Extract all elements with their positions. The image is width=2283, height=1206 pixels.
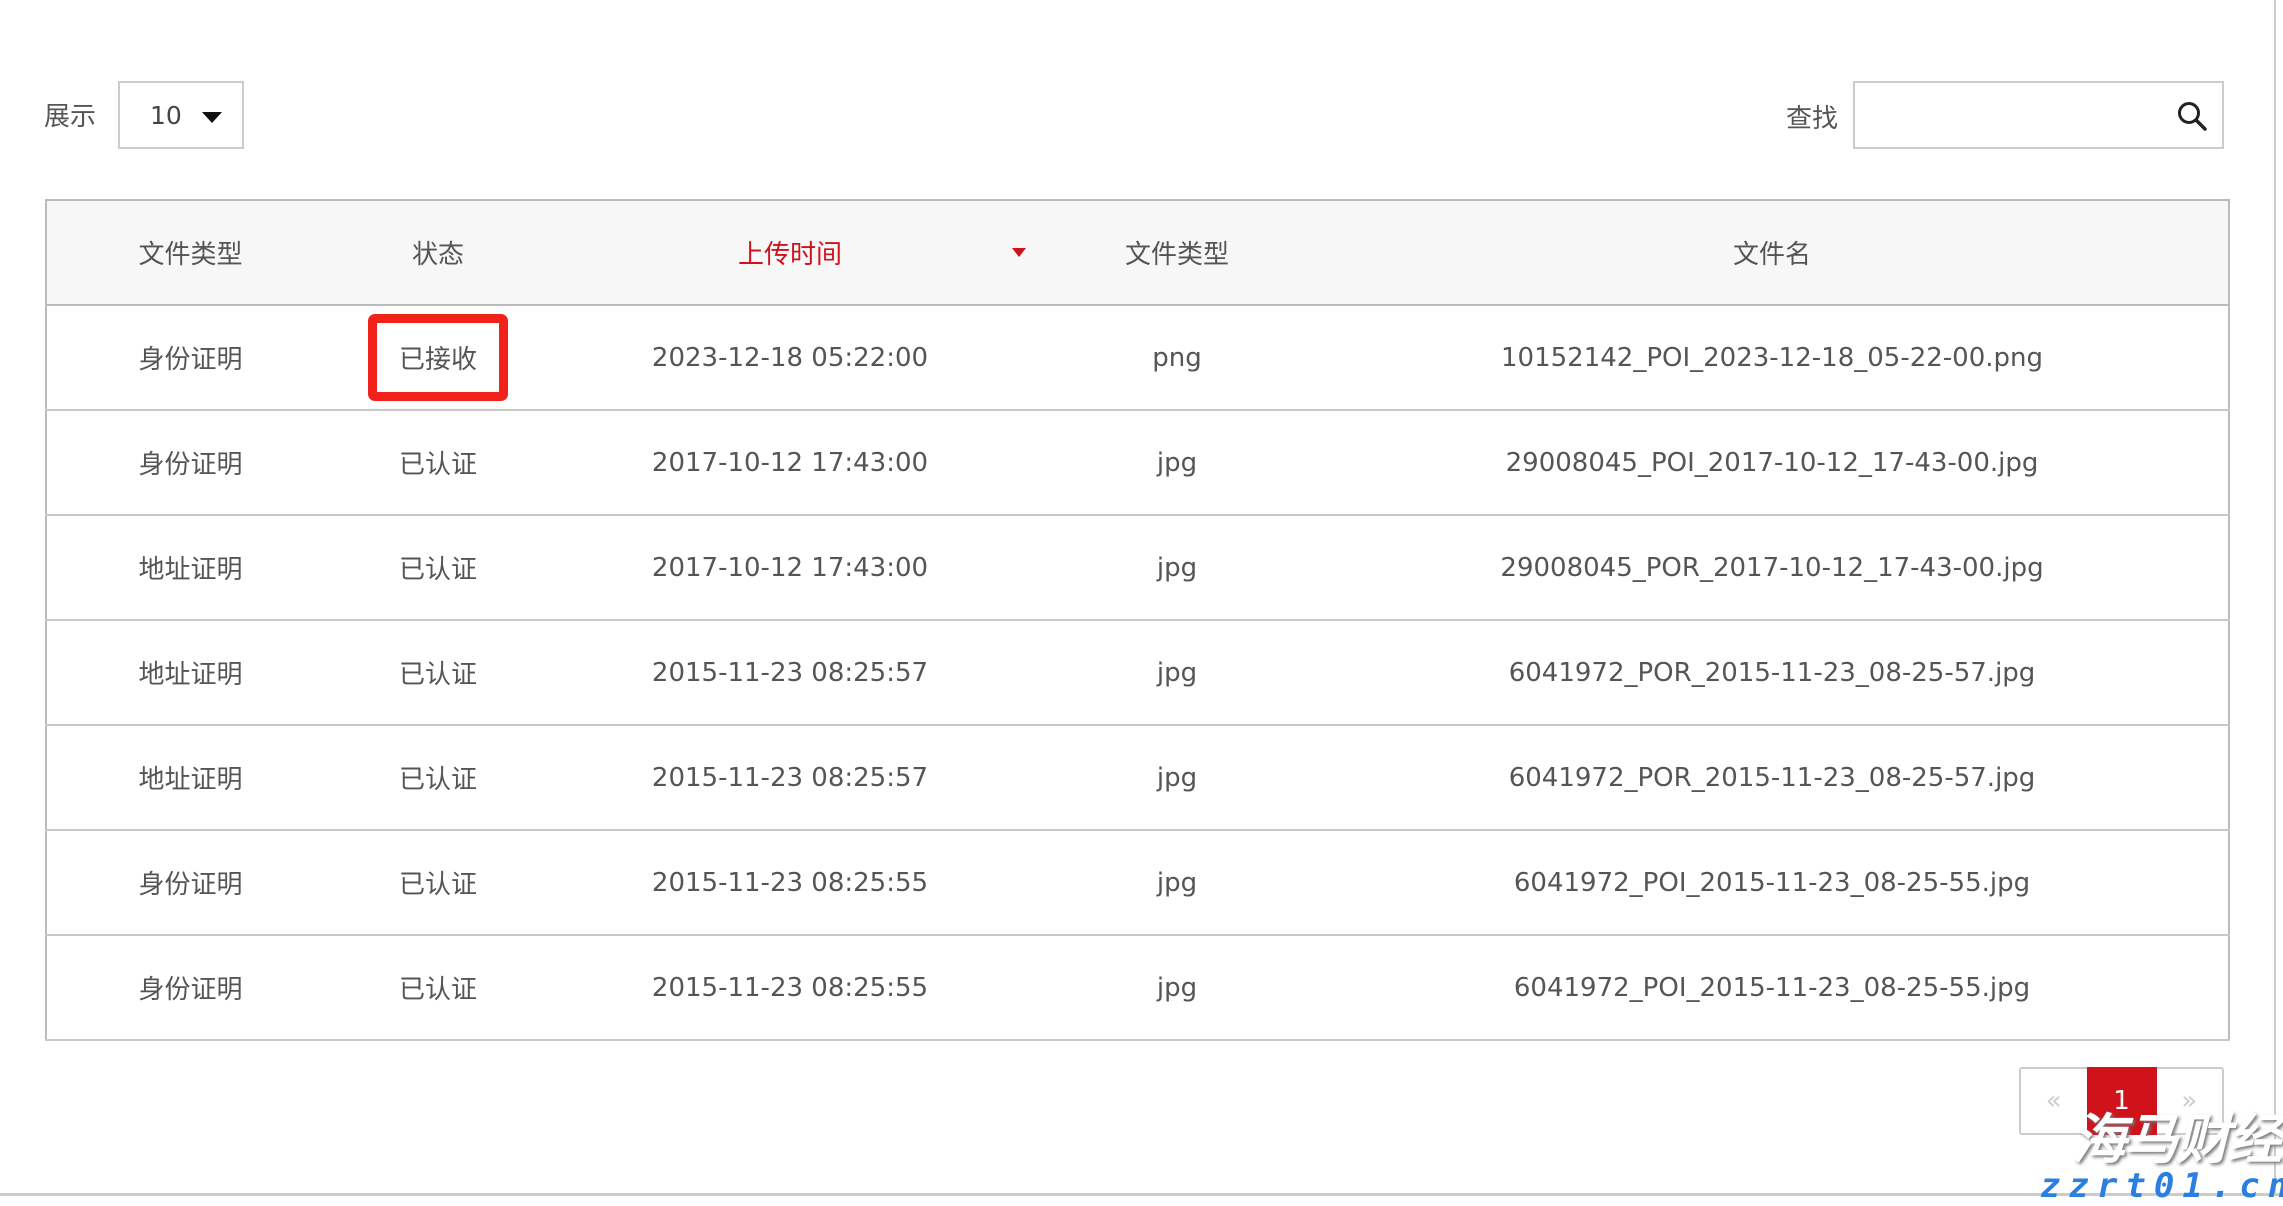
table-row: 身份证明 已接收 2023-12-18 05:22:00 png 10152142_PO… xyxy=(46,305,2229,411)
table-row: 地址证明 已认证 2015-11-23 08:25:57 jpg 6041972_POR… xyxy=(46,725,2229,831)
cell-upload-time: 2015-11-23 08:25:55 xyxy=(542,935,1038,1041)
cell-status: 已认证 xyxy=(334,935,542,1041)
table-header-row: 文件类型 状态 上传时间 文件类型 文件名 xyxy=(46,200,2229,306)
search-input[interactable] xyxy=(1855,83,2155,147)
scrollbar-divider xyxy=(2274,0,2276,1195)
cell-file-type: jpg xyxy=(1038,620,1316,726)
cell-document-type: 身份证明 xyxy=(46,830,334,936)
search-box xyxy=(1853,81,2224,149)
header-file-type[interactable]: 文件类型 xyxy=(1038,200,1316,306)
highlighted-status: 已接收 xyxy=(367,314,508,401)
cell-upload-time: 2023-12-18 05:22:00 xyxy=(542,305,1038,411)
page-size-select[interactable]: 10 xyxy=(118,81,244,149)
cell-status: 已认证 xyxy=(334,515,542,621)
header-upload-time-label: 上传时间 xyxy=(737,240,842,270)
prev-page-button[interactable]: « xyxy=(2045,1086,2062,1116)
cell-document-type: 地址证明 xyxy=(46,515,334,621)
table-row: 地址证明 已认证 2017-10-12 17:43:00 jpg 29008045_PO… xyxy=(46,515,2229,621)
cell-file-name: 29008045_POR_2017-10-12_17-43-00.jpg xyxy=(1316,515,2229,621)
watermark-logo: 海马财经 zzrt01.cn xyxy=(2040,1095,2283,1206)
cell-file-name: 6041972_POR_2015-11-23_08-25-57.jpg xyxy=(1316,620,2229,726)
cell-file-type: jpg xyxy=(1038,935,1316,1041)
bottom-divider xyxy=(0,1193,2283,1196)
cell-document-type: 身份证明 xyxy=(46,305,334,411)
table-row: 身份证明 已认证 2015-11-23 08:25:55 jpg 6041972_POI… xyxy=(46,935,2229,1041)
table-row: 地址证明 已认证 2015-11-23 08:25:57 jpg 6041972_POR… xyxy=(46,620,2229,726)
cell-file-name: 6041972_POI_2015-11-23_08-25-55.jpg xyxy=(1316,935,2229,1041)
header-document-type[interactable]: 文件类型 xyxy=(46,200,334,306)
documents-table: 文件类型 状态 上传时间 文件类型 文件名 身份证明 已接收 2023-12-18 … xyxy=(45,199,2230,1041)
search-icon[interactable] xyxy=(2176,100,2208,132)
cell-document-type: 身份证明 xyxy=(46,410,334,516)
cell-file-type: jpg xyxy=(1038,515,1316,621)
watermark-name: 海马财经 xyxy=(2072,1108,2282,1171)
cell-document-type: 身份证明 xyxy=(46,935,334,1041)
search-label: 查找 xyxy=(1786,104,1839,134)
cell-upload-time: 2015-11-23 08:25:57 xyxy=(542,725,1038,831)
cell-file-name: 6041972_POI_2015-11-23_08-25-55.jpg xyxy=(1316,830,2229,936)
watermark-url: zzrt01.cn xyxy=(2040,1166,2283,1206)
table-row: 身份证明 已认证 2015-11-23 08:25:55 jpg 6041972_POI… xyxy=(46,830,2229,936)
cell-document-type: 地址证明 xyxy=(46,620,334,726)
cell-status: 已认证 xyxy=(334,830,542,936)
cell-upload-time: 2017-10-12 17:43:00 xyxy=(542,410,1038,516)
header-upload-time[interactable]: 上传时间 xyxy=(542,200,1038,306)
next-page-button[interactable]: » xyxy=(2181,1086,2198,1116)
cell-upload-time: 2017-10-12 17:43:00 xyxy=(542,515,1038,621)
cell-file-type: jpg xyxy=(1038,725,1316,831)
cell-upload-time: 2015-11-23 08:25:55 xyxy=(542,830,1038,936)
cell-upload-time: 2015-11-23 08:25:57 xyxy=(542,620,1038,726)
show-entries-label: 展示 xyxy=(44,102,97,132)
header-file-name[interactable]: 文件名 xyxy=(1316,200,2229,306)
cell-status: 已接收 xyxy=(334,305,542,411)
page-1-button[interactable]: 1 xyxy=(2086,1067,2157,1135)
cell-status: 已认证 xyxy=(334,410,542,516)
cell-status: 已认证 xyxy=(334,725,542,831)
header-status[interactable]: 状态 xyxy=(334,200,542,306)
table-row: 身份证明 已认证 2017-10-12 17:43:00 jpg 29008045_PO… xyxy=(46,410,2229,516)
cell-file-name: 6041972_POR_2015-11-23_08-25-57.jpg xyxy=(1316,725,2229,831)
sort-desc-icon xyxy=(1012,248,1026,257)
cell-file-name: 10152142_POI_2023-12-18_05-22-00.png xyxy=(1316,305,2229,411)
caret-down-icon xyxy=(202,112,222,123)
cell-file-type: png xyxy=(1038,305,1316,411)
cell-document-type: 地址证明 xyxy=(46,725,334,831)
cell-file-type: jpg xyxy=(1038,410,1316,516)
cell-status: 已认证 xyxy=(334,620,542,726)
page-size-value: 10 xyxy=(150,100,182,130)
cell-file-name: 29008045_POI_2017-10-12_17-43-00.jpg xyxy=(1316,410,2229,516)
pagination: « 1 » xyxy=(2019,1067,2224,1135)
cell-file-type: jpg xyxy=(1038,830,1316,936)
